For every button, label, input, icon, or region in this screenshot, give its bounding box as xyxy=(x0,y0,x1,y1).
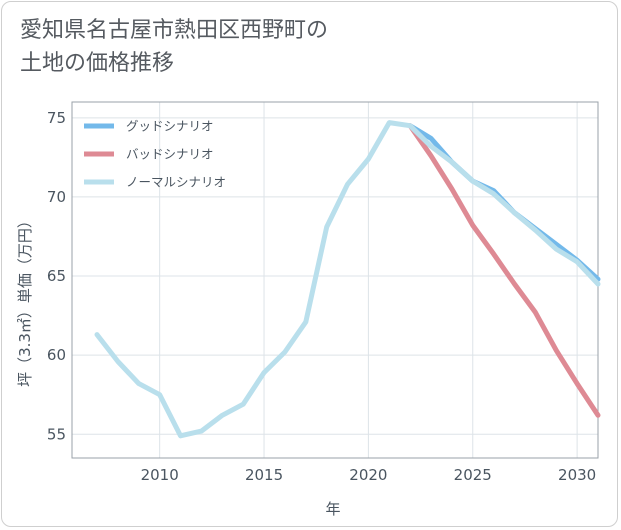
x-tick-label: 2010 xyxy=(141,466,179,484)
x-tick-label: 2030 xyxy=(558,466,596,484)
series-line xyxy=(407,123,601,418)
y-tick-label: 60 xyxy=(47,346,66,364)
y-tick-label: 75 xyxy=(47,109,66,127)
legend-label: ノーマルシナリオ xyxy=(126,175,226,190)
chart-title: 愛知県名古屋市熱田区西野町の 土地の価格推移 xyxy=(20,18,329,76)
series-line xyxy=(94,120,601,439)
legend-label: バッドシナリオ xyxy=(126,147,214,162)
x-axis-label: 年 xyxy=(325,500,340,518)
legend-label: グッドシナリオ xyxy=(126,119,214,134)
y-axis-label: 坪（3.3㎡）単価（万円） xyxy=(16,213,34,387)
series-layer xyxy=(94,120,601,439)
axis-ticks: 2010 2015 2020 2025 2030 55 60 65 70 75 xyxy=(47,109,596,484)
y-tick-label: 70 xyxy=(47,188,66,206)
x-tick-label: 2025 xyxy=(454,466,492,484)
x-tick-label: 2020 xyxy=(349,466,387,484)
y-tick-label: 65 xyxy=(47,267,66,285)
x-tick-label: 2015 xyxy=(245,466,283,484)
y-tick-label: 55 xyxy=(47,425,66,443)
